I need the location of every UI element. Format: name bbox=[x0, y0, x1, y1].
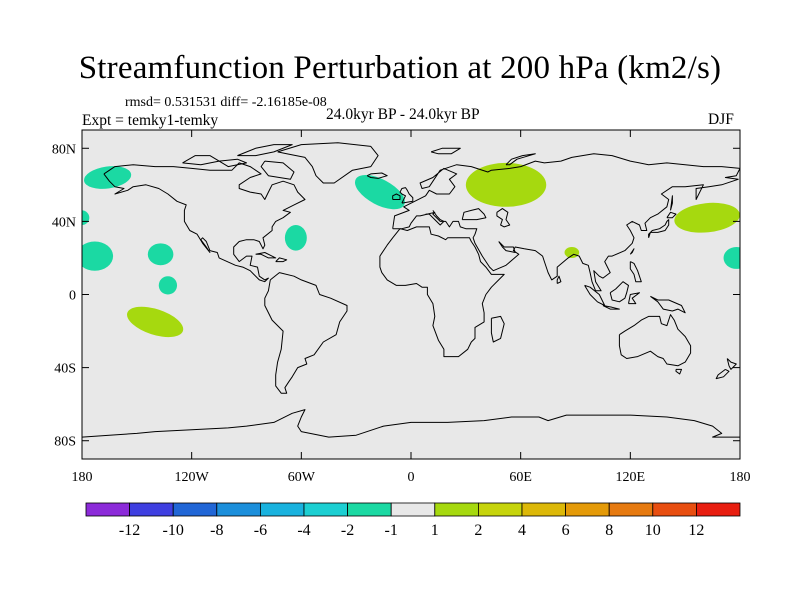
hokkaido-coastline bbox=[666, 211, 677, 219]
sri-lanka-coastline bbox=[556, 275, 562, 284]
anomaly-bay-of-bengal-positive bbox=[564, 246, 580, 258]
colorbar-swatch bbox=[434, 502, 479, 517]
colorbar-label: 12 bbox=[688, 522, 704, 539]
experiment-label: Expt = temky1-temky bbox=[82, 112, 219, 129]
taiwan-coastline bbox=[629, 248, 635, 255]
colorbar-label: 10 bbox=[645, 522, 661, 539]
philippines-coastline bbox=[629, 261, 642, 283]
novaya-zemlya-coastline bbox=[505, 153, 536, 166]
colorbar-label: -12 bbox=[119, 522, 140, 539]
axis-ticks: 180 120W 60W 0 60E 120E 180 80N 40N 0 40S 80S bbox=[52, 130, 751, 485]
colorbar-swatch bbox=[259, 502, 305, 517]
colorbar-label: 2 bbox=[474, 522, 482, 539]
colorbar-swatch bbox=[216, 502, 261, 517]
madagascar-coastline bbox=[490, 315, 505, 343]
italy-coastline bbox=[425, 210, 445, 226]
anomaly-c-pacific-negative-1 bbox=[82, 241, 114, 271]
caspian-sea-coastline bbox=[496, 208, 511, 228]
japan-coastline bbox=[648, 219, 670, 238]
anomaly-e-pacific-negative bbox=[158, 276, 178, 295]
north-america-coastline bbox=[103, 162, 306, 283]
iceland-coastline bbox=[366, 172, 388, 179]
colorbar-swatch bbox=[696, 502, 741, 517]
anomaly-siberia-positive bbox=[465, 162, 547, 207]
period-label: 24.0kyr BP - 24.0kyr BP bbox=[326, 106, 480, 123]
colorbar-label: -6 bbox=[254, 522, 267, 539]
baffin-coastline bbox=[260, 160, 295, 180]
arctic-islands-coastline-3 bbox=[218, 158, 247, 168]
anomaly-c-pacific-negative-2 bbox=[147, 243, 174, 266]
coastline-layer bbox=[82, 142, 740, 438]
cuba-coastline bbox=[255, 252, 277, 259]
new-guinea-coastline bbox=[650, 295, 686, 314]
colorbar-label: 4 bbox=[518, 522, 526, 539]
borneo-coastline bbox=[609, 281, 629, 303]
season-label: DJF bbox=[708, 111, 734, 128]
colorbar-swatch bbox=[390, 502, 436, 517]
x-tick-label: 60W bbox=[288, 470, 316, 485]
anomaly-ne-atlantic-negative bbox=[354, 175, 405, 210]
sakhalin-coastline bbox=[670, 195, 673, 211]
colorbar-swatch bbox=[129, 502, 174, 517]
new-zealand-north-coastline bbox=[726, 358, 737, 370]
colorbar-label: -8 bbox=[210, 522, 223, 539]
colorbar: -12 -10 -8 -6 -4 -2 -1 1 2 4 6 8 10 12 bbox=[85, 502, 741, 539]
anomaly-nw-pacific-negative bbox=[723, 246, 740, 269]
colorbar-swatch bbox=[477, 502, 523, 517]
colorbar-swatch bbox=[172, 502, 218, 517]
great-britain-coastline bbox=[399, 187, 414, 204]
colorbar-label: 1 bbox=[431, 522, 439, 539]
colorbar-label: -4 bbox=[297, 522, 310, 539]
java-coastline bbox=[602, 305, 620, 310]
y-tick-label: 80S bbox=[54, 435, 76, 450]
australia-coastline bbox=[618, 314, 692, 367]
y-tick-label: 80N bbox=[52, 142, 76, 157]
colorbar-swatch bbox=[608, 502, 654, 517]
colorbar-swatch bbox=[303, 502, 348, 517]
colorbar-label: 8 bbox=[605, 522, 613, 539]
south-america-coastline bbox=[264, 272, 348, 394]
colorbar-swatch bbox=[521, 502, 566, 517]
chart-title: Streamfunction Perturbation at 200 hPa (… bbox=[78, 50, 722, 86]
anomaly-w-atlantic-negative bbox=[284, 225, 307, 251]
colorbar-swatch bbox=[565, 502, 610, 517]
greenland-coastline bbox=[277, 142, 379, 184]
y-tick-label: 0 bbox=[69, 289, 76, 304]
x-tick-label: 120E bbox=[616, 470, 646, 485]
stats-line: rmsd= 0.531531 diff= -2.16185e-08 bbox=[125, 95, 327, 110]
x-tick-label: 180 bbox=[730, 470, 751, 485]
tasmania-coastline bbox=[675, 368, 682, 375]
map-background bbox=[82, 130, 740, 459]
sulawesi-coastline bbox=[628, 292, 640, 305]
y-tick-label: 40N bbox=[52, 215, 76, 230]
colorbar-label: -10 bbox=[163, 522, 184, 539]
anomaly-n-pacific-negative bbox=[84, 166, 132, 189]
colorbar-swatch bbox=[85, 502, 130, 517]
y-tick-label: 40S bbox=[54, 362, 76, 377]
anomaly-nw-pacific-positive bbox=[674, 202, 740, 233]
svalbard-coastline bbox=[430, 147, 461, 155]
x-tick-label: 120W bbox=[175, 470, 210, 485]
x-tick-label: 0 bbox=[408, 470, 415, 485]
colorbar-label: 6 bbox=[562, 522, 570, 539]
colorbar-swatch bbox=[652, 502, 697, 517]
x-tick-label: 60E bbox=[509, 470, 532, 485]
eurasia-coastline bbox=[392, 153, 740, 292]
colorbar-label: -1 bbox=[385, 522, 398, 539]
hispaniola-coastline bbox=[275, 257, 288, 263]
colorbar-swatch bbox=[347, 502, 392, 517]
ireland-coastline bbox=[392, 193, 401, 200]
black-sea-coastline bbox=[461, 208, 487, 221]
arctic-islands-coastline-2 bbox=[237, 144, 293, 157]
antarctica-coastline bbox=[82, 409, 740, 438]
x-tick-label: 180 bbox=[72, 470, 93, 485]
anomaly-s-pacific-positive bbox=[127, 306, 184, 338]
arctic-islands-coastline-1 bbox=[182, 155, 220, 166]
new-zealand-south-coastline bbox=[715, 368, 730, 380]
arabia-gulf-coastline bbox=[498, 241, 516, 253]
africa-coastline bbox=[379, 226, 505, 358]
colorbar-label: -2 bbox=[341, 522, 354, 539]
